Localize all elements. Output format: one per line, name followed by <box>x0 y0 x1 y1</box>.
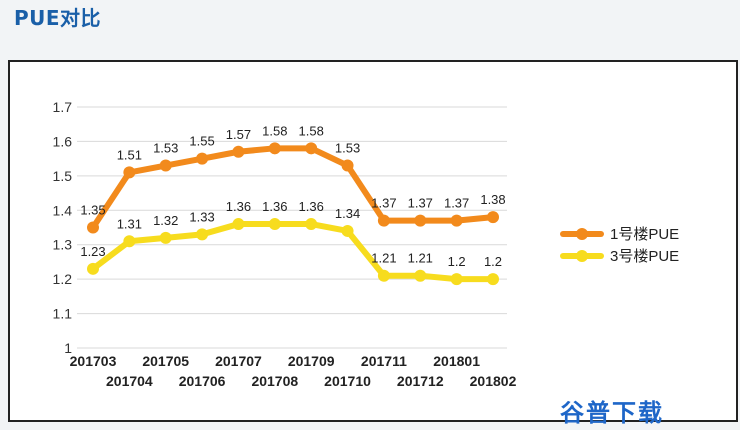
data-point <box>159 159 172 172</box>
data-point <box>268 218 281 231</box>
data-point <box>159 231 172 244</box>
data-label: 1.38 <box>480 192 505 207</box>
data-label: 1.57 <box>226 127 251 142</box>
y-tick-label: 1.4 <box>53 202 73 218</box>
data-label: 1.31 <box>117 216 142 231</box>
data-point <box>196 228 209 241</box>
y-tick-label: 1 <box>64 340 72 356</box>
data-point <box>305 142 318 155</box>
data-point <box>123 235 136 248</box>
data-point <box>123 166 136 179</box>
y-tick-label: 1.2 <box>53 271 73 287</box>
data-label: 1.33 <box>189 209 214 224</box>
data-point <box>232 218 245 231</box>
data-point <box>87 221 99 234</box>
x-tick-label: 201710 <box>324 373 371 389</box>
x-tick-label: 201703 <box>70 353 117 369</box>
data-label: 1.2 <box>448 254 466 269</box>
legend-swatch-marker <box>576 228 588 240</box>
series-line-2 <box>90 221 496 283</box>
x-tick-label: 201706 <box>179 373 226 389</box>
data-point <box>196 152 209 165</box>
watermark-logo: 谷普下载 <box>560 399 664 427</box>
data-point <box>414 214 427 227</box>
x-tick-label: 201705 <box>142 353 189 369</box>
data-point <box>341 159 354 172</box>
data-label: 1.36 <box>226 199 251 214</box>
series-line-1 <box>90 145 496 231</box>
y-tick-label: 1.1 <box>53 306 73 322</box>
data-point <box>305 218 318 231</box>
data-label: 1.55 <box>189 134 214 149</box>
data-label: 1.2 <box>484 254 502 269</box>
data-label: 1.35 <box>80 203 105 218</box>
x-tick-label: 201801 <box>433 353 480 369</box>
x-tick-label: 201707 <box>215 353 262 369</box>
data-label: 1.23 <box>80 244 105 259</box>
x-tick-label: 201709 <box>288 353 335 369</box>
data-label: 1.21 <box>408 251 433 266</box>
data-point <box>450 214 463 227</box>
data-label: 1.37 <box>371 196 396 211</box>
legend-label: 3号楼PUE <box>610 248 679 265</box>
data-point <box>487 273 499 286</box>
data-label: 1.53 <box>153 141 178 156</box>
data-label: 1.58 <box>299 123 324 138</box>
data-label: 1.51 <box>117 147 142 162</box>
x-tick-label: 201708 <box>251 373 298 389</box>
data-point <box>268 142 281 155</box>
y-tick-label: 1.7 <box>53 99 73 115</box>
data-label: 1.58 <box>262 123 287 138</box>
data-label: 1.36 <box>262 199 287 214</box>
data-point <box>87 262 99 275</box>
legend-label: 1号楼PUE <box>610 226 679 243</box>
data-label: 1.53 <box>335 141 360 156</box>
chart-frame: 1 1.1 1.2 1.3 1.4 1.5 1.6 1.7 201703 201704 201705… <box>8 60 738 422</box>
page-title: PUE对比 <box>14 6 102 30</box>
data-point <box>377 269 390 282</box>
x-tick-label: 201712 <box>397 373 444 389</box>
data-label: 1.37 <box>444 196 469 211</box>
data-label: 1.34 <box>335 206 360 221</box>
data-point <box>341 224 354 237</box>
data-label: 1.36 <box>299 199 324 214</box>
y-tick-label: 1.5 <box>53 168 73 184</box>
data-label: 1.21 <box>371 251 396 266</box>
data-point <box>487 211 499 224</box>
y-tick-label: 1.6 <box>53 133 73 149</box>
data-point <box>414 269 427 282</box>
data-point <box>232 145 245 158</box>
data-point <box>377 214 390 227</box>
data-label: 1.37 <box>408 196 433 211</box>
x-tick-label: 201704 <box>106 373 153 389</box>
data-point <box>450 273 463 286</box>
pue-line-chart: 1 1.1 1.2 1.3 1.4 1.5 1.6 1.7 201703 201704 201705… <box>53 99 680 389</box>
x-tick-label: 201711 <box>361 353 407 369</box>
x-tick-label: 201802 <box>470 373 517 389</box>
y-tick-label: 1.3 <box>53 237 73 253</box>
legend-swatch-marker <box>576 250 588 262</box>
data-label: 1.32 <box>153 213 178 228</box>
